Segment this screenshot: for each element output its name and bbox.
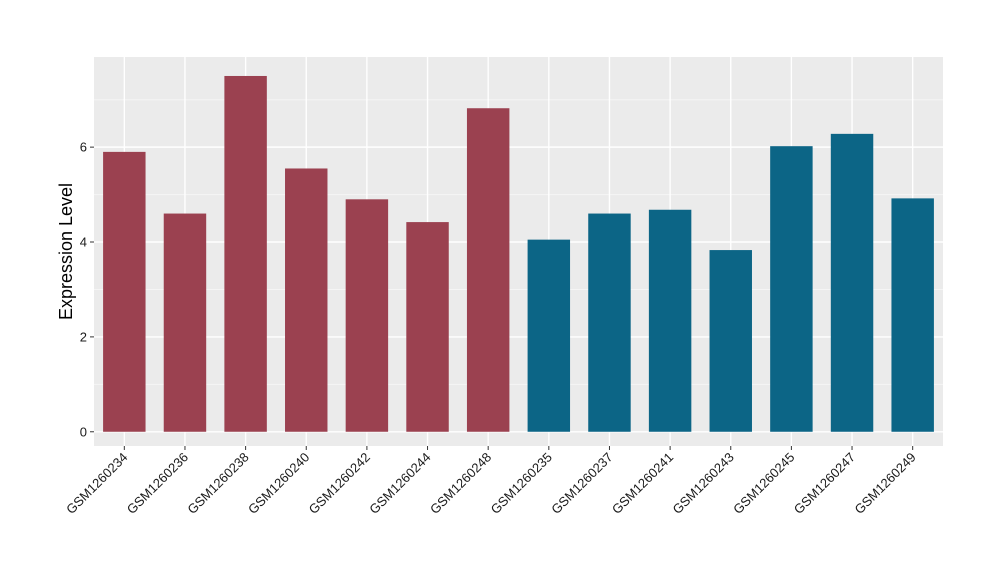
x-tick-label: GSM1260244 (366, 450, 433, 517)
x-tick-label: GSM1260241 (609, 450, 676, 517)
x-tick-label: GSM1260237 (548, 450, 615, 517)
bar-GSM1260249 (891, 198, 934, 432)
plot-panel (94, 57, 943, 446)
y-axis-title: Expression Level (56, 183, 76, 320)
y-tick-label: 0 (80, 424, 87, 439)
y-axis: 0 2 4 6 (80, 140, 94, 439)
bar-GSM1260238 (224, 75, 267, 432)
bar-GSM1260245 (770, 146, 813, 432)
bar-GSM1260240 (285, 168, 328, 432)
bar-GSM1260234 (103, 151, 146, 432)
bar-GSM1260235 (527, 239, 571, 432)
x-tick-label: GSM1260238 (184, 450, 251, 517)
x-tick-label: GSM1260243 (670, 450, 737, 517)
x-tick-label: GSM1260245 (730, 450, 797, 517)
x-tick-label: GSM1260247 (791, 450, 858, 517)
x-axis: GSM1260234GSM1260236GSM1260238GSM1260240… (63, 446, 919, 517)
y-tick-label: 6 (80, 140, 87, 155)
y-tick-label: 4 (80, 235, 87, 250)
x-tick-label: GSM1260234 (63, 450, 130, 517)
x-tick-label: GSM1260236 (124, 450, 191, 517)
y-tick-label: 2 (80, 329, 87, 344)
x-tick-label: GSM1260248 (427, 450, 494, 517)
x-tick-label: GSM1260249 (851, 450, 918, 517)
bar-GSM1260237 (588, 213, 631, 432)
bar-GSM1260244 (406, 222, 449, 432)
bar-GSM1260236 (163, 213, 207, 432)
bar-GSM1260247 (830, 133, 874, 432)
bar-GSM1260242 (345, 199, 389, 432)
x-tick-label: GSM1260242 (306, 450, 373, 517)
bar-GSM1260248 (466, 108, 510, 432)
x-tick-label: GSM1260235 (488, 450, 555, 517)
x-tick-label: GSM1260240 (245, 450, 312, 517)
bar-GSM1260243 (709, 250, 752, 432)
bars (103, 75, 934, 432)
bar-GSM1260241 (648, 209, 692, 432)
